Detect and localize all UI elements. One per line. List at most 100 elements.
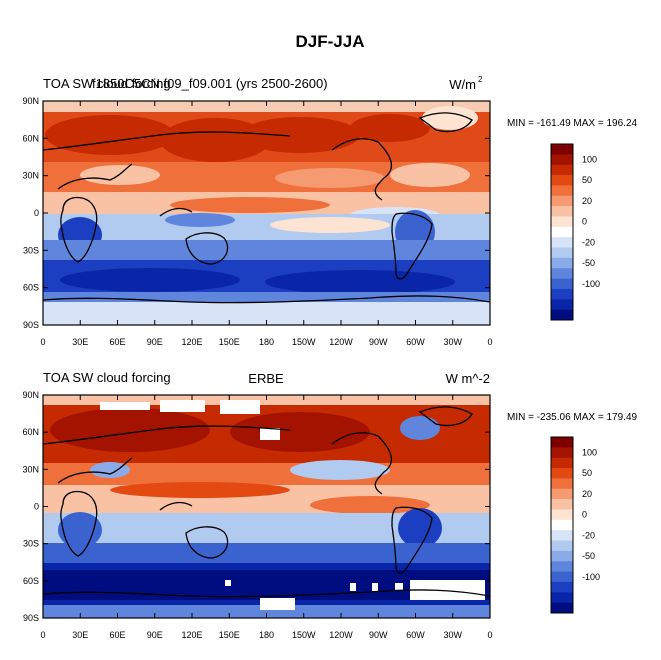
- colorbar-frame: [550, 436, 574, 614]
- lon-label-1: 120W: [329, 337, 353, 347]
- lon-label-2: 180: [259, 630, 274, 640]
- lat-label-1: 90N: [22, 96, 39, 106]
- colorbar-label-1: 0: [582, 217, 587, 227]
- panel1-units: W/m: [449, 77, 476, 92]
- lon-label-2: 90E: [147, 630, 163, 640]
- colorbar-segment: [551, 309, 573, 321]
- lon-label-2: 150E: [219, 630, 240, 640]
- colorbar-segment: [551, 144, 573, 155]
- lat-label-2: 60N: [22, 427, 39, 437]
- colorbar-segment: [551, 468, 573, 479]
- colorbar-frame: [550, 143, 574, 321]
- colorbar-segment: [551, 437, 573, 448]
- colorbar-segment: [551, 216, 573, 228]
- lat-label-2: 90N: [22, 390, 39, 400]
- lon-label-2: 30W: [443, 630, 462, 640]
- colorbar-segment: [551, 278, 573, 290]
- lon-label-1: 120E: [181, 337, 202, 347]
- lat-label-2: 60S: [23, 576, 39, 586]
- panel1-title-left-b: f1850C5CN.f09_f09.001 (yrs 2500-2600): [92, 76, 328, 91]
- lon-label-2: 0: [487, 630, 492, 640]
- colorbar-segment: [551, 288, 573, 300]
- lat-label-1: 30N: [22, 171, 39, 181]
- colorbar-segment: [551, 581, 573, 593]
- colorbar-label-1: -100: [582, 279, 600, 289]
- colorbar-segment: [551, 299, 573, 311]
- lon-label-2: 30E: [72, 630, 88, 640]
- colorbar-segment: [551, 519, 573, 531]
- lon-label-1: 30E: [72, 337, 88, 347]
- colorbar-segment: [551, 571, 573, 583]
- panel2-stats: MIN = -235.06 MAX = 179.49: [507, 412, 638, 423]
- colorbar-label-1: 100: [582, 155, 597, 165]
- panel1-map-field: [43, 101, 490, 325]
- lat-label-1: 60S: [23, 283, 39, 293]
- colorbar-label-2: 50: [582, 468, 592, 478]
- colorbar-label-2: 100: [582, 448, 597, 458]
- colorbar-segment: [551, 268, 573, 279]
- colorbar-segment: [551, 602, 573, 614]
- panel1-coastlines: [43, 112, 490, 304]
- lon-label-1: 0: [487, 337, 492, 347]
- colorbar-label-2: -20: [582, 530, 595, 540]
- lat-label-2: 30N: [22, 464, 39, 474]
- colorbar-segment: [551, 206, 573, 217]
- panel2-map-field: [43, 395, 490, 618]
- main-title: DJF-JJA: [296, 32, 365, 51]
- colorbar-label-1: -20: [582, 237, 595, 247]
- panel-model: TOA SW cloud forcing f1850C5CN.f09_f09.0…: [42, 75, 638, 326]
- lon-label-1: 90E: [147, 337, 163, 347]
- panel1-title-left-a: TOA SW cloud forcing: [43, 76, 171, 91]
- lon-label-1: 180: [259, 337, 274, 347]
- lat-label-2: 30S: [23, 539, 39, 549]
- panel1-units-sup: 2: [478, 75, 483, 84]
- colorbar-segment: [551, 447, 573, 459]
- colorbar-segment: [551, 592, 573, 604]
- colorbar-label-1: -50: [582, 258, 595, 268]
- lat-label-1: 60N: [22, 133, 39, 143]
- colorbar-segment: [551, 237, 573, 248]
- colorbar-label-2: 0: [582, 510, 587, 520]
- lon-label-2: 60W: [406, 630, 425, 640]
- colorbar-segment: [551, 195, 573, 207]
- lon-label-1: 30W: [443, 337, 462, 347]
- lon-label-1: 0: [40, 337, 45, 347]
- colorbar-layer: 100 50 20 0 -20 -50 -100 100 50 20 0 -20 -50 -100: [550, 143, 600, 614]
- lat-label-2: 90S: [23, 613, 39, 623]
- lon-label-2: 0: [40, 630, 45, 640]
- lon-label-1: 150E: [219, 337, 240, 347]
- lon-label-2: 90W: [369, 630, 388, 640]
- lon-label-1: 60W: [406, 337, 425, 347]
- colorbar-segment: [551, 457, 573, 469]
- colorbar-segment: [551, 540, 573, 552]
- lon-label-2: 120E: [181, 630, 202, 640]
- colorbar-segment: [551, 488, 573, 500]
- colorbar-segment: [551, 509, 573, 521]
- panel2-units: W m^-2: [446, 371, 490, 386]
- lon-label-2: 120W: [329, 630, 353, 640]
- colorbar-segment: [551, 257, 573, 269]
- lon-label-1: 150W: [292, 337, 316, 347]
- colorbar-segment: [551, 499, 573, 510]
- lat-label-1: 90S: [23, 320, 39, 330]
- panel1-stats: MIN = -161.49 MAX = 196.24: [507, 118, 638, 129]
- lon-label-2: 150W: [292, 630, 316, 640]
- colorbar-segment: [551, 185, 573, 197]
- lat-label-1: 30S: [23, 245, 39, 255]
- lat-label-1: 0: [34, 208, 39, 218]
- colorbar-label-2: -50: [582, 551, 595, 561]
- lon-label-2: 60E: [109, 630, 125, 640]
- colorbar-segment: [551, 226, 573, 238]
- panel2-title-center: ERBE: [248, 371, 284, 386]
- panel2-title-left: TOA SW cloud forcing: [43, 370, 171, 385]
- colorbar-segment: [551, 247, 573, 259]
- panel-obs: TOA SW cloud forcing ERBE W m^-2 MIN = -…: [42, 370, 638, 619]
- lat-label-2: 0: [34, 502, 39, 512]
- colorbar-segment: [551, 164, 573, 176]
- lon-label-1: 60E: [109, 337, 125, 347]
- colorbar-label-1: 50: [582, 175, 592, 185]
- colorbar-segment: [551, 550, 573, 562]
- colorbar-label-2: 20: [582, 489, 592, 499]
